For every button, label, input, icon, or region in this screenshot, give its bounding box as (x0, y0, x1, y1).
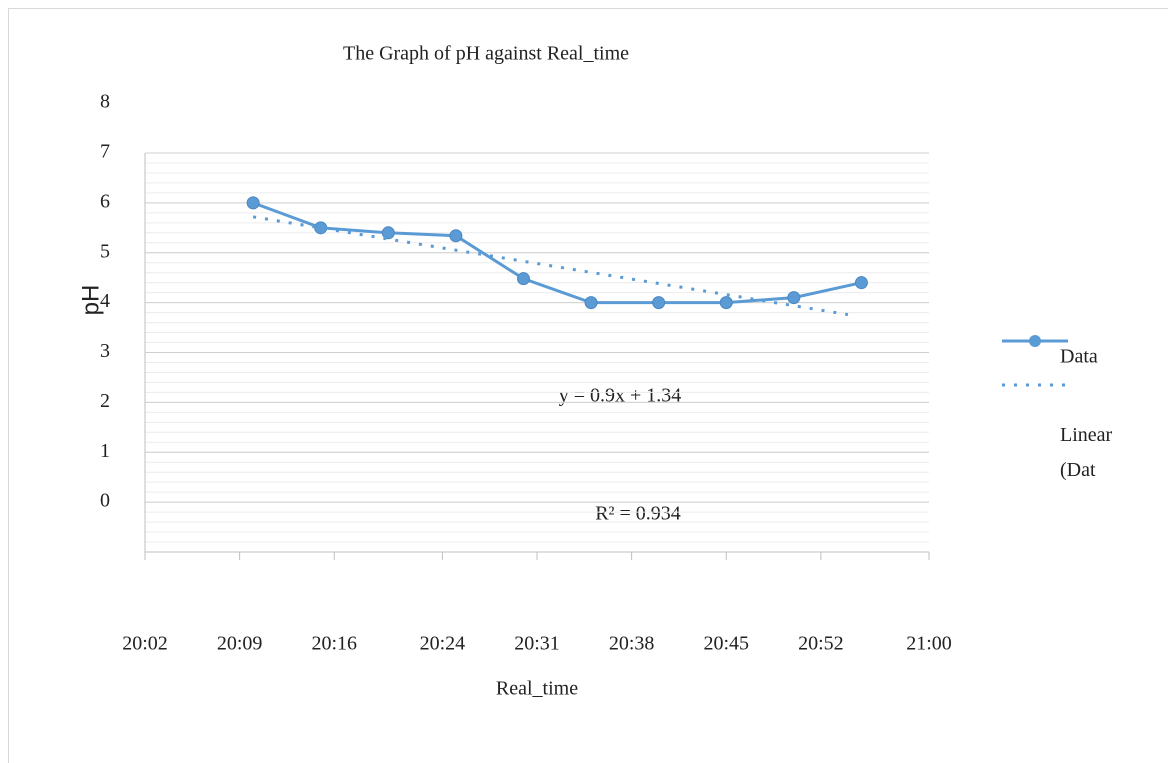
y-tick-label: 3 (100, 340, 110, 362)
x-axis-label: Real_time (496, 678, 578, 700)
data-point (787, 291, 801, 305)
data-line (252, 201, 862, 305)
x-tick-label: 20:02 (122, 633, 168, 655)
data-point (854, 276, 868, 290)
x-tick-label: 20:31 (514, 633, 560, 655)
y-tick-label: 4 (100, 290, 110, 312)
y-tick-label: 8 (100, 91, 110, 113)
x-tick-label: 20:45 (703, 633, 749, 655)
trendline (252, 215, 849, 317)
r-squared: R² = 0.934 (595, 503, 681, 525)
x-tick-label: 21:00 (906, 633, 952, 655)
y-axis-label: pH (77, 285, 104, 316)
data-point (516, 272, 530, 286)
data-point (719, 296, 733, 310)
data-point (381, 226, 395, 240)
legend-label: Data (1060, 346, 1098, 368)
y-tick-label: 1 (100, 440, 110, 462)
y-tick-label: 0 (100, 490, 110, 512)
y-tick-label: 7 (100, 141, 110, 163)
legend-label: Linear (Dat (1060, 424, 1113, 481)
x-tick-label: 20:52 (798, 633, 844, 655)
chart-title: The Graph of pH against Real_time (343, 43, 629, 65)
data-point (246, 196, 260, 210)
data-point (449, 229, 463, 243)
legend-marker (1029, 335, 1041, 347)
data-point (652, 296, 666, 310)
y-tick-label: 6 (100, 190, 110, 212)
x-tick-label: 20:09 (217, 633, 263, 655)
equation: y = 0.9x + 1.34 (559, 385, 682, 407)
x-tick-label: 20:38 (609, 633, 655, 655)
x-tick-label: 20:16 (311, 633, 357, 655)
x-tick-label: 20:24 (420, 633, 466, 655)
chart-border (8, 8, 1168, 763)
y-tick-label: 5 (100, 240, 110, 262)
data-point (584, 296, 598, 310)
y-tick-label: 2 (100, 390, 110, 412)
